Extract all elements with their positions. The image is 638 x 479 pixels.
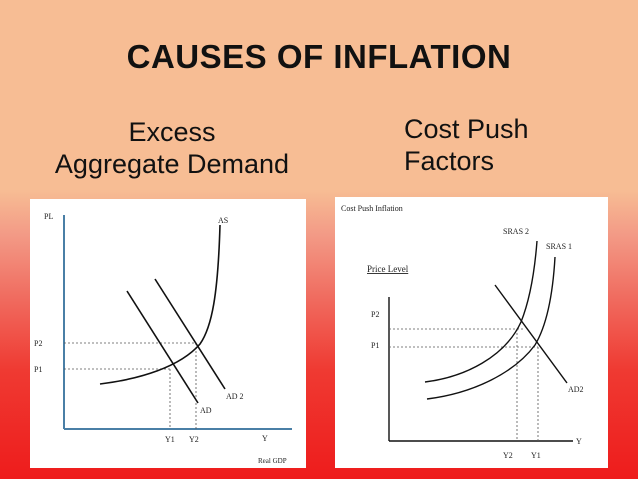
excess-demand-svg: PL AS AD 2 AD P2 P1 Y1 Y2 Y Real GDP (34, 212, 292, 465)
sras1-label: SRAS 1 (546, 242, 572, 251)
ad2-curve (494, 284, 568, 384)
ad-label: AD (200, 406, 212, 415)
as-curve (99, 224, 221, 385)
ad2-label: AD 2 (226, 392, 244, 401)
as-label: AS (218, 216, 228, 225)
y2-label: Y2 (189, 435, 199, 444)
diagram-caption: Cost Push Inflation (341, 204, 403, 213)
y1-label: Y1 (165, 435, 175, 444)
sras1-curve (426, 256, 556, 400)
slide-title: CAUSES OF INFLATION (126, 38, 512, 75)
x-axis-caption: Real GDP (258, 457, 287, 465)
y1-label: Y1 (531, 451, 541, 460)
sras2-label: SRAS 2 (503, 227, 529, 236)
y2-label: Y2 (503, 451, 513, 460)
y-axis-label: PL (44, 212, 53, 221)
heading-line: Factors (404, 146, 495, 176)
p1-label: P1 (34, 365, 42, 374)
ad2-label: AD2 (568, 385, 584, 394)
sras2-curve (424, 240, 538, 383)
ad-curve (126, 290, 199, 404)
heading-line: Cost Push (404, 114, 529, 144)
cost-push-diagram: Cost Push Inflation Price Level SRAS 2 S… (335, 197, 608, 468)
x-axis-label: Y (262, 434, 268, 443)
heading-cost-push-factors: Cost Push Factors (404, 113, 604, 177)
heading-excess-aggregate-demand: Excess Aggregate Demand (36, 116, 308, 180)
excess-demand-diagram: PL AS AD 2 AD P2 P1 Y1 Y2 Y Real GDP (30, 199, 306, 468)
y-axis-label: Price Level (367, 264, 409, 274)
cost-push-svg: Cost Push Inflation Price Level SRAS 2 S… (341, 204, 584, 460)
ad2-curve (154, 278, 226, 390)
heading-line: Excess (128, 117, 216, 147)
p2-label: P2 (371, 310, 379, 319)
p1-label: P1 (371, 341, 379, 350)
x-axis-label: Y (576, 437, 582, 446)
heading-line: Aggregate Demand (54, 149, 290, 179)
p2-label: P2 (34, 339, 42, 348)
